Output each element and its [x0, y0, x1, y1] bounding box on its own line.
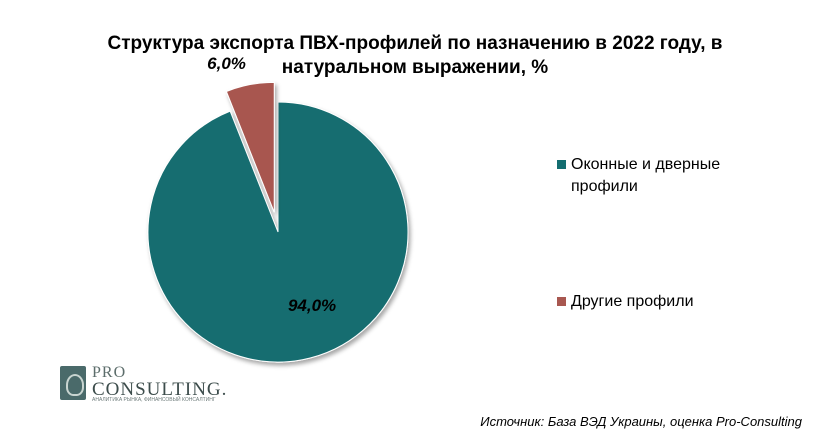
legend-label-other: Другие профили [571, 293, 694, 310]
logo-emblem-icon [60, 366, 86, 400]
chart-title-line-1: Структура экспорта ПВХ-профилей по назна… [107, 33, 723, 54]
logo-consulting-text: CONSULTING. [92, 379, 228, 400]
source-note: Источник: База ВЭД Украины, оценка Pro-C… [480, 414, 802, 429]
pie-slice-other [225, 81, 275, 213]
legend-swatch-other [557, 297, 566, 306]
data-label-other: 6,0% [207, 54, 246, 73]
pro-consulting-logo: PRO CONSULTING. АНАЛИТИКА РЫНКА, ФИНАНСО… [60, 364, 226, 406]
legend-item-other: Другие профили [557, 291, 777, 313]
logo-pro-text: PRO [92, 364, 127, 381]
chart-title-line-2: натуральном выражении, % [281, 57, 549, 78]
chart-title: Структура экспорта ПВХ-профилей по назна… [40, 32, 790, 80]
data-label-windows-doors: 94,0% [288, 296, 336, 315]
legend-swatch-windows-doors [557, 160, 566, 169]
logo-tagline: АНАЛИТИКА РЫНКА, ФИНАНСОВЫЙ КОНСАЛТИНГ [92, 397, 216, 403]
legend-label-line-2: профили [571, 178, 638, 195]
legend-label-windows-doors: Оконные и дверные профили [557, 154, 777, 198]
legend-label-line-1: Оконные и дверные [571, 156, 721, 173]
legend-item-windows-doors: Оконные и дверные профили [557, 154, 777, 198]
pie-slice-windows-doors [147, 101, 409, 363]
